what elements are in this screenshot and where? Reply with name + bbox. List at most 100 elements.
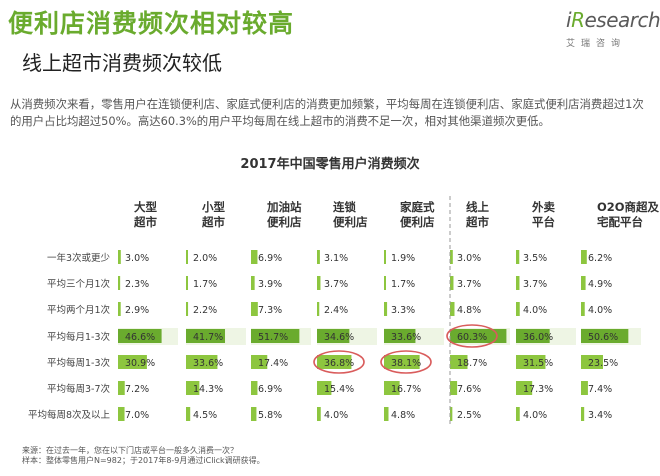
value-label: 3.7%: [324, 279, 348, 290]
bar: [450, 302, 455, 316]
row-label: 平均每周8次及以上: [28, 409, 111, 421]
highlight-circle: [313, 350, 365, 374]
bar: [251, 329, 300, 343]
value-label: 50.6%: [588, 332, 618, 343]
value-label: 7.4%: [588, 384, 612, 395]
value-label: 7.3%: [258, 305, 282, 316]
value-label: 1.9%: [391, 253, 415, 264]
column-header: 外卖: [531, 200, 555, 214]
bar: [118, 381, 125, 395]
column-header: 超市: [465, 215, 489, 229]
row-label: 平均每周1-3次: [47, 357, 111, 369]
highlight-circle: [446, 324, 498, 348]
bar: [118, 276, 121, 290]
column-header: O2O商超及: [597, 200, 660, 214]
bar: [450, 355, 468, 369]
value-label: 4.5%: [193, 410, 217, 421]
row-label: 平均两个月1次: [47, 304, 111, 316]
value-label: 31.5%: [523, 358, 553, 369]
bar: [186, 302, 189, 316]
column-header: 宅配平台: [597, 215, 643, 229]
row-label: 平均三个月1次: [47, 278, 111, 290]
column-header: 线上: [466, 200, 489, 214]
bar: [118, 329, 162, 343]
value-label: 4.0%: [523, 305, 547, 316]
value-label: 6.9%: [258, 384, 282, 395]
bar: [516, 276, 520, 290]
value-label: 17.3%: [523, 384, 553, 395]
bar: [251, 407, 257, 421]
bar: [516, 381, 533, 395]
bar: [317, 355, 352, 369]
value-label: 6.9%: [258, 253, 282, 264]
bar: [450, 381, 458, 395]
column-header: 平台: [532, 215, 555, 229]
value-label: 33.6%: [193, 358, 223, 369]
bar: [317, 276, 321, 290]
value-label: 34.6%: [324, 332, 354, 343]
value-label: 3.3%: [391, 305, 415, 316]
bar: [118, 355, 147, 369]
column-header: 加油站: [266, 200, 302, 214]
bar: [581, 329, 629, 343]
value-label: 7.2%: [125, 384, 149, 395]
value-label: 2.5%: [457, 410, 481, 421]
value-label: 2.0%: [193, 253, 217, 264]
value-label: 46.6%: [125, 332, 155, 343]
column-header: 家庭式: [400, 200, 435, 214]
bar: [251, 355, 268, 369]
bar: [384, 302, 388, 316]
value-label: 4.8%: [457, 305, 481, 316]
bar: [384, 355, 420, 369]
value-label: 3.7%: [457, 279, 481, 290]
value-label: 15.4%: [324, 384, 354, 395]
bar: [118, 302, 121, 316]
bar: [384, 329, 416, 343]
bar: [450, 276, 454, 290]
value-label: 23.5%: [588, 358, 618, 369]
value-label: 14.3%: [193, 384, 223, 395]
bar: [581, 302, 585, 316]
bar: [317, 329, 350, 343]
bar: [251, 276, 255, 290]
bar: [450, 407, 453, 421]
logo-letter-r: R: [571, 8, 585, 32]
value-label: 2.9%: [125, 305, 149, 316]
value-label: 2.3%: [125, 279, 149, 290]
column-header: 便利店: [267, 215, 302, 229]
bar: [516, 407, 520, 421]
page-subtitle: 线上超市消费频次较低: [22, 51, 222, 75]
value-label: 1.7%: [193, 279, 217, 290]
value-label: 7.6%: [457, 384, 481, 395]
bar: [186, 355, 218, 369]
row-label: 平均每月1-3次: [47, 331, 111, 343]
logo-subtext: 艾瑞咨询: [566, 39, 627, 49]
bar: [251, 302, 258, 316]
bar: [581, 407, 585, 421]
bar: [317, 381, 332, 395]
column-header: 超市: [201, 215, 225, 229]
bar: [516, 250, 520, 264]
value-label: 6.2%: [588, 253, 612, 264]
column-header: 小型: [201, 200, 225, 214]
column-header: 便利店: [333, 215, 368, 229]
value-label: 41.7%: [193, 332, 223, 343]
value-label: 4.0%: [324, 410, 348, 421]
value-label: 36.8%: [324, 358, 354, 369]
bar: [450, 329, 507, 343]
description: 从消费频次来看，零售用户在连锁便利店、家庭式便利店的消费更加频繁，平均每周在连锁…: [10, 97, 644, 128]
value-label: 3.0%: [125, 253, 149, 264]
bar: [581, 381, 588, 395]
page-title: 便利店消费频次相对较高: [8, 9, 295, 38]
value-label: 38.1%: [391, 358, 421, 369]
value-label: 4.8%: [391, 410, 415, 421]
value-label: 3.4%: [588, 410, 612, 421]
chart-title: 2017年中国零售用户消费频次: [240, 157, 420, 172]
iresearch-logo: iResearch 艾瑞咨询: [560, 8, 660, 52]
bar: [384, 381, 400, 395]
value-label: 5.8%: [258, 410, 282, 421]
column-header: 连锁: [333, 200, 356, 214]
value-label: 2.4%: [324, 305, 348, 316]
bar: [317, 407, 321, 421]
